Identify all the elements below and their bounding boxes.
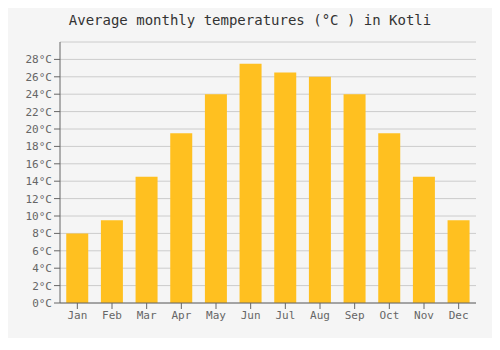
svg-text:8°C: 8°C [32,227,52,240]
svg-text:Jan: Jan [67,309,87,322]
svg-text:14°C: 14°C [26,175,53,188]
svg-text:0°C: 0°C [32,297,52,310]
svg-text:Aug: Aug [310,309,330,322]
svg-text:12°C: 12°C [26,193,53,206]
svg-text:Jul: Jul [275,309,295,322]
svg-text:Jun: Jun [241,309,261,322]
svg-text:22°C: 22°C [26,106,53,119]
svg-text:2°C: 2°C [32,280,52,293]
svg-text:May: May [206,309,226,322]
svg-text:10°C: 10°C [26,210,53,223]
svg-text:16°C: 16°C [26,158,53,171]
svg-text:4°C: 4°C [32,262,52,275]
svg-text:28°C: 28°C [26,53,53,66]
svg-text:Sep: Sep [345,309,365,322]
svg-text:26°C: 26°C [26,71,53,84]
svg-text:Oct: Oct [379,309,399,322]
svg-text:Mar: Mar [137,309,157,322]
svg-text:Nov: Nov [414,309,434,322]
svg-text:24°C: 24°C [26,88,53,101]
svg-text:Feb: Feb [102,309,122,322]
svg-text:Apr: Apr [171,309,191,322]
html-text:Average monthly temperatures (: Average monthly temperatures (°C ) in Ko… [68,12,432,28]
svg-text:18°C: 18°C [26,140,53,153]
svg-text:Dec: Dec [449,309,469,322]
svg-text:20°C: 20°C [26,123,53,136]
svg-text:6°C: 6°C [32,245,52,258]
